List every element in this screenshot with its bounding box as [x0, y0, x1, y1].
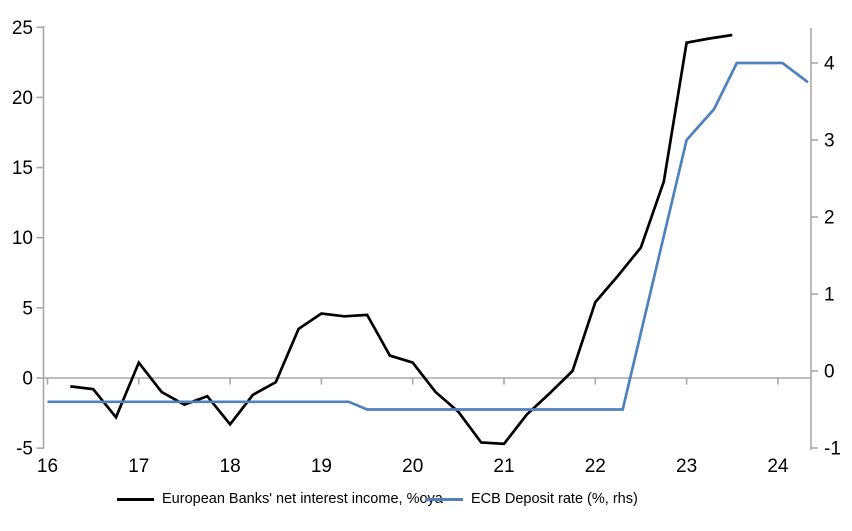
x-tick-label: 19 [311, 456, 332, 477]
y-left-tick-label: 10 [12, 228, 33, 249]
x-tick-label: 16 [37, 456, 58, 477]
x-tick-label: 24 [767, 456, 789, 477]
y-left-tick-label: -5 [16, 439, 33, 460]
x-tick-label: 20 [402, 456, 423, 477]
y-right-tick-label: 0 [824, 362, 835, 383]
ecb-line-swatch [426, 497, 463, 501]
y-right-tick-label: 2 [824, 208, 835, 229]
y-left-tick-label: 5 [22, 298, 33, 319]
x-tick-label: 17 [128, 456, 149, 477]
y-right-tick-label: 1 [824, 285, 835, 306]
y-left-tick-label: 20 [12, 88, 33, 109]
nii-line [70, 33, 733, 446]
y-left-tick-label: 15 [12, 158, 33, 179]
y-right-tick-label: 4 [824, 54, 835, 75]
y-left-tick-label: 0 [22, 369, 33, 390]
legend-label-ecb: ECB Deposit rate (%, rhs) [471, 491, 638, 507]
nii-line-swatch [117, 497, 154, 501]
x-tick-label: 22 [585, 456, 606, 477]
legend-item-ecb: ECB Deposit rate (%, rhs) [426, 491, 638, 507]
y-left-tick-label: 25 [12, 18, 33, 39]
x-tick-label: 21 [493, 456, 514, 477]
y-right-tick-label: -1 [824, 439, 841, 460]
y-right-tick-label: 3 [824, 131, 835, 152]
x-tick-label: 23 [676, 456, 697, 477]
ecb-line [47, 61, 809, 411]
x-tick-label: 18 [220, 456, 241, 477]
legend-item-nii: European Banks' net interest income, %oy… [117, 491, 443, 507]
legend-label-nii: European Banks' net interest income, %oy… [162, 491, 443, 507]
